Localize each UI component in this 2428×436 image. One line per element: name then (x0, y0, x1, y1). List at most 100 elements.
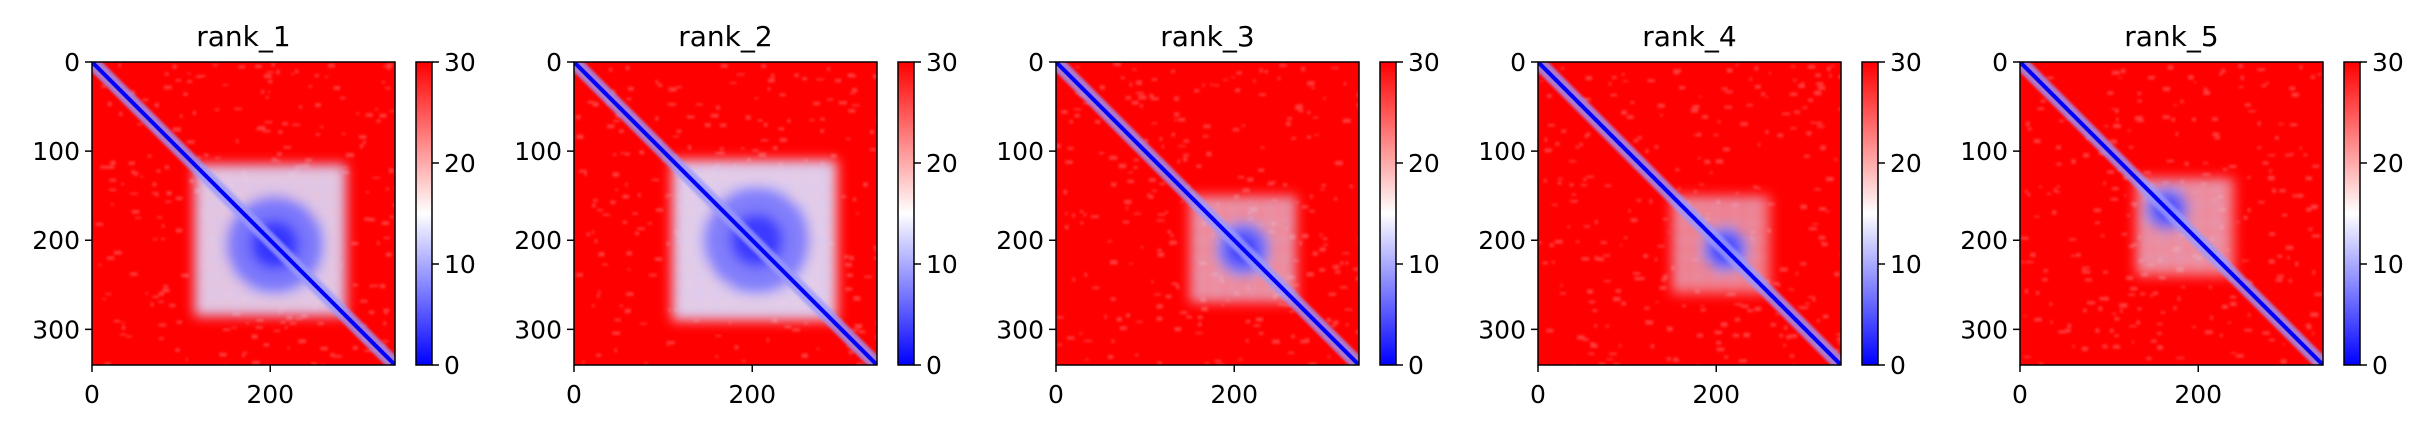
heatmap-stripe-row (1189, 219, 1297, 226)
heatmap-stripe-row (1671, 201, 1770, 208)
heatmap-cell (155, 193, 159, 197)
heatmap-cell (1144, 139, 1149, 143)
heatmap-cell (1777, 283, 1781, 287)
heatmap-cell (126, 335, 132, 338)
heatmap-cell (1809, 227, 1817, 231)
heatmap-cell (383, 308, 390, 313)
heatmap-cell (222, 84, 229, 86)
heatmap-cell (392, 203, 395, 207)
heatmap-cell (255, 64, 262, 68)
heatmap-cell (1816, 82, 1824, 86)
heatmap-cell (1095, 119, 1101, 124)
heatmap-cell (1609, 352, 1617, 356)
heatmap-cell (175, 79, 182, 82)
heatmap-cell (2257, 201, 2265, 204)
heatmap-cell (1124, 326, 1128, 329)
heatmap-cell (1169, 240, 1177, 245)
heatmap-cell (2221, 68, 2226, 73)
heatmap-cell (2046, 76, 2054, 80)
heatmap-cell (1542, 261, 1548, 265)
heatmap-cell (625, 152, 630, 156)
heatmap-cell (625, 182, 628, 187)
heatmap-cell (266, 71, 274, 74)
heatmap-cell (2049, 302, 2053, 306)
heatmap-cell (1808, 296, 1816, 299)
heatmap-cell (596, 294, 600, 298)
heatmap-cell (299, 105, 302, 109)
heatmap-cell (1310, 87, 1316, 89)
heatmap-cell (1340, 261, 1344, 266)
heatmap-cell (1633, 272, 1641, 275)
heatmap-cell (356, 112, 360, 115)
heatmap-cell (1801, 82, 1805, 85)
heatmap-cell (1277, 76, 1281, 81)
x-tick-label: 200 (728, 380, 776, 409)
heatmap-cell (119, 112, 123, 117)
heatmap-cell (2025, 261, 2034, 264)
heatmap-cell (1183, 139, 1190, 143)
heatmap-cell (2030, 252, 2036, 258)
heatmap-cell (1283, 304, 1292, 307)
heatmap-cell (1066, 336, 1075, 340)
heatmap-cell (1332, 264, 1340, 269)
heatmap-cell (1064, 225, 1069, 230)
heatmap-cell (1214, 359, 1222, 363)
heatmap-cell (1758, 142, 1761, 147)
heatmap-cell (382, 65, 387, 68)
heatmap-cell (2212, 132, 2219, 137)
heatmap-cell (2167, 65, 2174, 70)
heatmap-cell (1633, 138, 1639, 143)
heatmap-cell (2056, 190, 2060, 194)
colorbar-tick-label: 30 (2372, 48, 2404, 77)
heatmap-cell (1128, 171, 1133, 174)
heatmap-cell (101, 84, 107, 88)
heatmap-cell (768, 78, 775, 83)
heatmap-cell (742, 360, 746, 363)
heatmap-cell (1197, 322, 1202, 327)
heatmap-cell (2131, 340, 2134, 344)
heatmap-cell (854, 323, 863, 329)
heatmap-cell (1223, 79, 1228, 81)
heatmap-cell (2136, 120, 2145, 123)
heatmap-cell (1326, 318, 1331, 323)
heatmap-cell (1786, 336, 1791, 340)
heatmap-cell (576, 273, 583, 277)
colorbar-tick-label: 10 (1890, 250, 1922, 279)
heatmap-cell (1752, 185, 1758, 188)
heatmap-cell (2306, 207, 2312, 212)
heatmap-cell (863, 182, 868, 187)
heatmap-cell (1812, 298, 1816, 302)
heatmap-cell (779, 138, 787, 142)
heatmap-cell (1800, 262, 1807, 266)
colorbar-tick-label: 30 (444, 48, 476, 77)
heatmap-cell (2113, 123, 2121, 129)
heatmap-cell (2042, 278, 2048, 282)
heatmap-cell (1722, 147, 1730, 152)
heatmap-cell (1110, 260, 1118, 265)
heatmap-cell (204, 153, 209, 157)
heatmap-cell (1800, 204, 1807, 210)
heatmap-cell (1628, 209, 1631, 213)
heatmap-cell (714, 355, 719, 358)
heatmap-cell (1319, 247, 1326, 252)
heatmap-plot-area (1538, 62, 1841, 365)
heatmap-cell (1724, 355, 1728, 359)
heatmap-cell (364, 349, 373, 352)
heatmap-cell (104, 362, 112, 365)
heatmap-cell (1301, 233, 1309, 239)
heatmap-cell (1789, 354, 1795, 358)
heatmap-cell (242, 351, 248, 354)
panel-rank_4: rank_4 0 100 200 300 0 200 0 10 20 30 (1478, 20, 1922, 409)
heatmap-cell (1805, 302, 1810, 305)
heatmap-cell (1057, 343, 1062, 346)
heatmap-cell (1817, 125, 1825, 128)
heatmap-cell (315, 103, 321, 107)
heatmap-cell (152, 182, 157, 187)
heatmap-cell (1767, 203, 1775, 206)
heatmap-cell (2285, 153, 2291, 157)
y-tick-label: 300 (32, 315, 80, 344)
heatmap-cell (1272, 339, 1280, 344)
heatmap-cell (2121, 68, 2126, 74)
plot-frame (1537, 61, 1842, 366)
heatmap-cell (2210, 315, 2213, 320)
